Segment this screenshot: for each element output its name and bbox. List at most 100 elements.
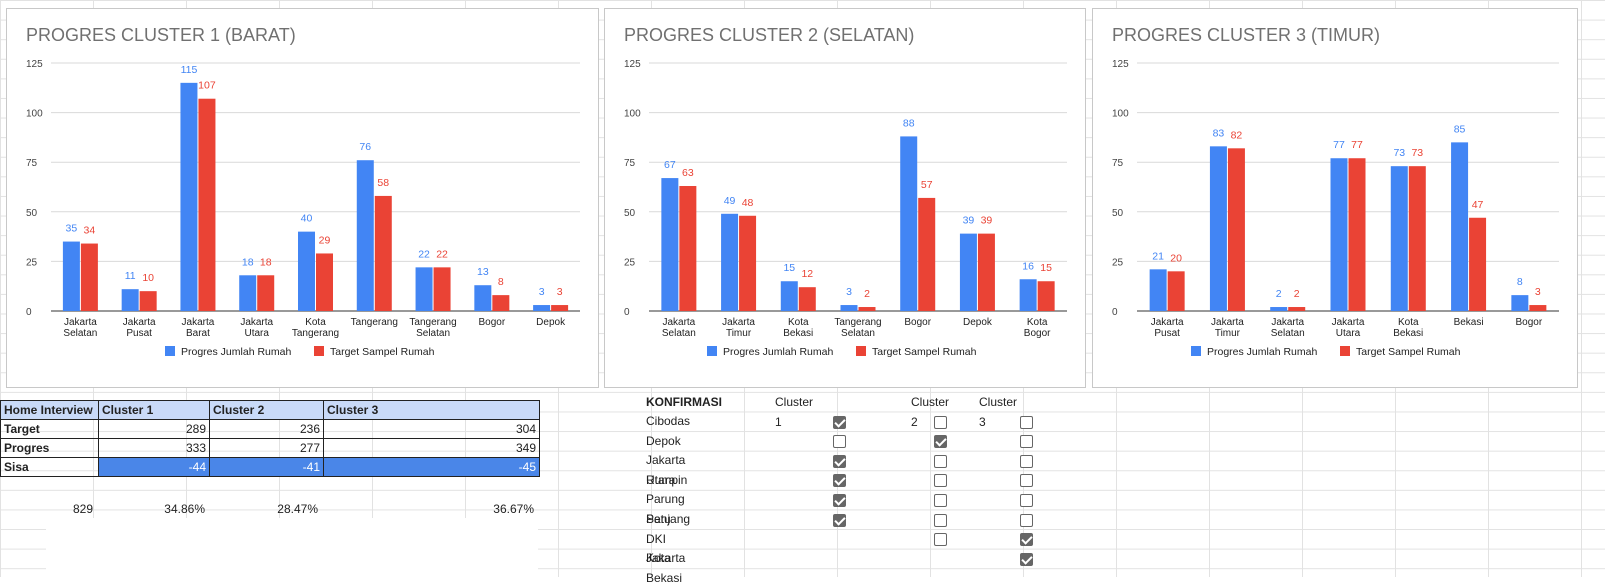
bar-progres[interactable] — [1149, 269, 1167, 311]
bar-progres[interactable] — [661, 178, 679, 311]
checkbox[interactable] — [1020, 415, 1033, 429]
checkbox[interactable] — [934, 415, 947, 429]
checkbox[interactable] — [1020, 552, 1033, 566]
bar-target[interactable] — [1037, 281, 1055, 311]
bar-target[interactable] — [198, 98, 216, 311]
bar-progres[interactable] — [1270, 307, 1288, 311]
x-tick-label: Tangerang — [351, 317, 398, 328]
cell-progres-c2[interactable]: 277 — [209, 438, 324, 458]
bar-progres[interactable] — [1451, 142, 1469, 311]
chart-cluster-3[interactable]: PROGRES CLUSTER 3 (TIMUR) 0 25 50 75 100 125 21… — [1092, 8, 1578, 388]
checkbox[interactable] — [934, 493, 947, 507]
bar-progres[interactable] — [959, 233, 977, 311]
bar-target[interactable] — [316, 253, 333, 311]
x-tick-label: Bogor — [1024, 328, 1051, 339]
checkbox[interactable] — [1020, 474, 1033, 488]
bar-target[interactable] — [492, 295, 510, 311]
data-label-target: 107 — [198, 80, 216, 92]
bar-progres[interactable] — [180, 82, 198, 311]
bar-progres[interactable] — [1019, 279, 1037, 311]
checkbox[interactable] — [833, 474, 846, 488]
x-tick-label: Utara — [244, 328, 269, 339]
bar-target[interactable] — [257, 275, 275, 311]
checkbox[interactable] — [934, 474, 947, 488]
checkbox[interactable] — [934, 533, 947, 547]
row-label-target[interactable]: Target — [0, 419, 99, 439]
percent-cluster-3[interactable]: 36.67% — [493, 502, 534, 516]
bar-progres[interactable] — [356, 160, 374, 311]
bar-target[interactable] — [1167, 271, 1185, 311]
header-cluster-3[interactable]: Cluster 3 — [323, 400, 540, 420]
checkbox[interactable] — [833, 454, 846, 468]
bar-progres[interactable] — [840, 305, 858, 311]
bar-target[interactable] — [433, 267, 451, 311]
checkbox[interactable] — [1020, 513, 1033, 527]
checkbox[interactable] — [934, 513, 947, 527]
legend-label-progres[interactable]: Progres Jumlah Rumah — [181, 346, 291, 358]
checkbox[interactable] — [833, 513, 846, 527]
bar-progres[interactable] — [474, 285, 492, 311]
legend-label-progres[interactable]: Progres Jumlah Rumah — [723, 346, 833, 358]
checkbox[interactable] — [1020, 533, 1033, 547]
bar-target[interactable] — [139, 291, 157, 311]
checkbox[interactable] — [1020, 435, 1033, 449]
bar-target[interactable] — [977, 233, 995, 311]
bar-target[interactable] — [80, 243, 98, 311]
checkbox[interactable] — [1020, 454, 1033, 468]
bar-target[interactable] — [1348, 158, 1366, 311]
bar-progres[interactable] — [415, 267, 433, 311]
header-cluster-2[interactable]: Cluster 2 — [209, 400, 324, 420]
row-label-sisa[interactable]: Sisa — [0, 457, 99, 477]
bar-target[interactable] — [1288, 307, 1306, 311]
bar-target[interactable] — [1227, 148, 1245, 311]
bar-target[interactable] — [551, 305, 569, 311]
cell-progres-c1[interactable]: 333 — [98, 438, 210, 458]
bar-progres[interactable] — [121, 289, 139, 311]
bar-target[interactable] — [1529, 305, 1547, 311]
percent-cluster-1[interactable]: 34.86% — [164, 502, 205, 516]
checkbox[interactable] — [833, 415, 846, 429]
total-value[interactable]: 829 — [72, 502, 93, 516]
bar-target[interactable] — [374, 195, 392, 311]
bar-progres[interactable] — [900, 136, 918, 311]
header-home-interview[interactable]: Home Interview — [0, 400, 99, 420]
chart-cluster-2[interactable]: PROGRES CLUSTER 2 (SELATAN) 0 25 50 75 100 125… — [604, 8, 1086, 388]
percent-cluster-2[interactable]: 28.47% — [277, 502, 318, 516]
checkbox[interactable] — [1020, 493, 1033, 507]
cell-sisa-c1[interactable]: -44 — [98, 457, 210, 477]
checkbox[interactable] — [934, 435, 947, 449]
checkbox[interactable] — [934, 454, 947, 468]
bar-progres[interactable] — [1330, 158, 1348, 311]
bar-progres[interactable] — [533, 305, 551, 311]
legend-label-target[interactable]: Target Sampel Rumah — [330, 346, 435, 358]
legend-label-target[interactable]: Target Sampel Rumah — [1356, 346, 1461, 358]
checkbox[interactable] — [833, 493, 846, 507]
row-label-progres[interactable]: Progres — [0, 438, 99, 458]
legend-label-progres[interactable]: Progres Jumlah Rumah — [1207, 346, 1317, 358]
bar-progres[interactable] — [239, 275, 257, 311]
bar-progres[interactable] — [62, 241, 80, 311]
legend-label-target[interactable]: Target Sampel Rumah — [872, 346, 977, 358]
cell-progres-c3[interactable]: 349 — [323, 438, 540, 458]
cell-target-c1[interactable]: 289 — [98, 419, 210, 439]
bar-target[interactable] — [858, 307, 876, 311]
bar-progres[interactable] — [1209, 146, 1227, 311]
bar-target[interactable] — [918, 197, 936, 311]
bar-target[interactable] — [739, 215, 757, 311]
bar-progres[interactable] — [721, 213, 739, 311]
bar-progres[interactable] — [1390, 166, 1408, 311]
cell-sisa-c3[interactable]: -45 — [323, 457, 540, 477]
checkbox[interactable] — [833, 435, 846, 449]
header-cluster-1[interactable]: Cluster 1 — [98, 400, 210, 420]
bar-target[interactable] — [798, 287, 816, 311]
chart-cluster-1[interactable]: PROGRES CLUSTER 1 (BARAT) 0 25 50 75 100 125 35… — [6, 8, 599, 388]
cell-target-c2[interactable]: 236 — [209, 419, 324, 439]
bar-target[interactable] — [679, 186, 697, 311]
bar-progres[interactable] — [1511, 295, 1529, 311]
bar-progres[interactable] — [298, 231, 315, 311]
bar-progres[interactable] — [780, 281, 798, 311]
cell-target-c3[interactable]: 304 — [323, 419, 540, 439]
bar-target[interactable] — [1469, 217, 1487, 311]
cell-sisa-c2[interactable]: -41 — [209, 457, 324, 477]
bar-target[interactable] — [1408, 166, 1426, 311]
